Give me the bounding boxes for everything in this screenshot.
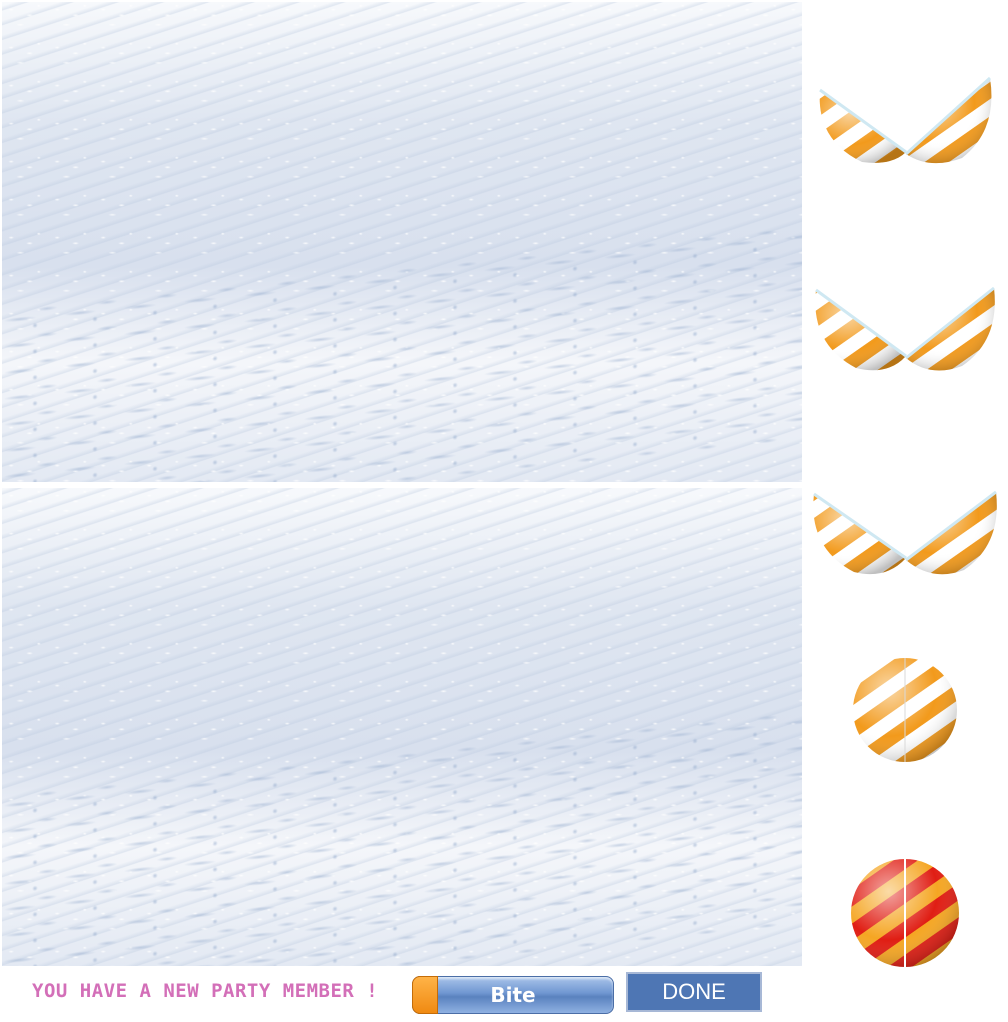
bite-button[interactable]: Bite: [412, 976, 614, 1014]
bite-button-cap: [412, 976, 438, 1014]
closed-egg-icon[interactable]: [850, 656, 960, 764]
closed-egg-icon[interactable]: [848, 858, 962, 968]
open-egg-icon[interactable]: [812, 70, 998, 168]
snow-scene-top: [2, 2, 802, 482]
open-egg-icon[interactable]: [808, 282, 1000, 376]
open-egg-icon[interactable]: [808, 488, 1002, 580]
done-button[interactable]: DONE: [626, 972, 762, 1012]
status-message: YOU HAVE A NEW PARTY MEMBER !: [32, 980, 379, 1002]
snow-scene-bottom: [2, 488, 802, 966]
